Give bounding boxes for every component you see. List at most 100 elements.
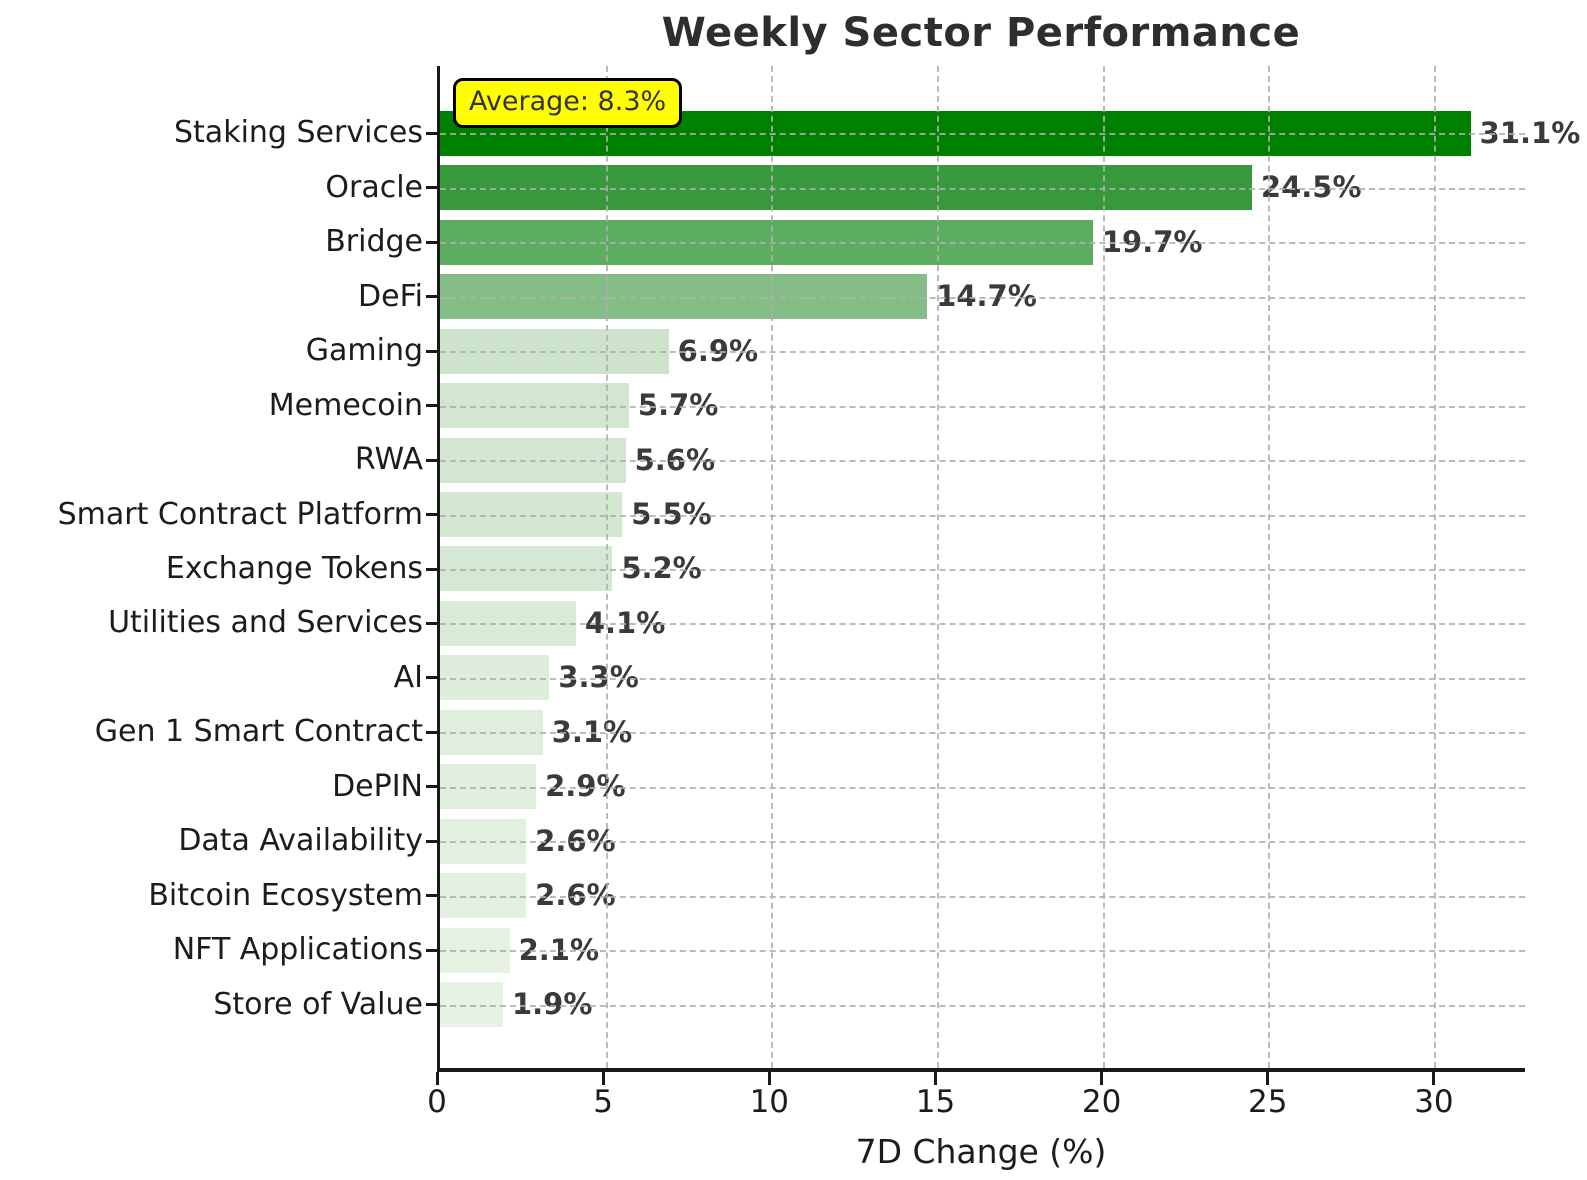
category-label: Smart Contract Platform (57, 496, 423, 532)
x-tick-label: 25 (1248, 1084, 1288, 1120)
bar-bridge (440, 219, 1093, 265)
bar-defi (440, 274, 928, 320)
bar-row: 1.9% (440, 978, 1525, 1032)
bar-value-label: 3.1% (551, 714, 633, 749)
bar-value-label: 19.7% (1101, 224, 1203, 259)
bar-value-label: 3.3% (558, 660, 639, 695)
bar-value-label: 31.1% (1479, 115, 1581, 150)
x-tick-mark (767, 1072, 771, 1085)
y-tick-mark (426, 131, 437, 135)
bars-layer: 31.1% 24.5% 19.7% 14.7% 6.9% 5.7% 5.6% 5.5% 5.2%… (440, 66, 1580, 1068)
bar-value-label: 2.9% (545, 769, 626, 804)
bar-value-label: 5.2% (621, 551, 702, 586)
x-tick-label: 10 (749, 1084, 790, 1120)
bar-utilities-and-services (440, 600, 576, 646)
x-tick-label: 30 (1414, 1084, 1454, 1120)
x-tick-label: 20 (1081, 1084, 1122, 1120)
bar-ai (440, 655, 550, 701)
bar-value-label: 1.9% (511, 987, 593, 1022)
bar-value-label: 5.5% (631, 497, 712, 532)
bar-row: 5.2% (440, 542, 1525, 596)
y-tick-mark (426, 513, 437, 517)
bar-value-label: 4.1% (584, 605, 666, 640)
y-axis-labels: Staking Services Oracle Bridge DeFi Gaming Me… (0, 66, 423, 1072)
category-label: Gaming (305, 333, 423, 369)
bar-row: 14.7% (440, 269, 1525, 323)
x-tick-label: 15 (915, 1084, 956, 1120)
x-tick-mark (601, 1072, 605, 1085)
bar-row: 2.6% (440, 814, 1525, 868)
bar-oracle (440, 165, 1252, 211)
average-annotation: Average: 8.3% (453, 78, 683, 129)
bar-row: 5.7% (440, 378, 1525, 432)
bar-row: 19.7% (440, 215, 1525, 269)
y-tick-mark (426, 948, 437, 952)
x-tick-mark (435, 1072, 439, 1085)
bar-depin (440, 764, 537, 810)
bar-nft-applications (440, 927, 510, 973)
category-label: DePIN (332, 768, 423, 804)
category-label: DeFi (358, 278, 423, 314)
bar-data-availability (440, 818, 527, 864)
category-label: Utilities and Services (108, 605, 423, 641)
bar-row: 2.1% (440, 923, 1525, 977)
bar-value-label: 14.7% (936, 279, 1037, 314)
x-tick-mark (1432, 1072, 1436, 1085)
y-tick-mark (426, 839, 437, 843)
bar-gaming (440, 328, 669, 374)
bar-row: 5.5% (440, 487, 1525, 541)
y-tick-mark (426, 349, 437, 353)
category-label: RWA (354, 442, 423, 478)
category-label: Data Availability (178, 823, 423, 859)
x-axis-label: 7D Change (%) (855, 1132, 1107, 1171)
bar-value-label: 2.6% (535, 878, 616, 913)
plot-area: 31.1% 24.5% 19.7% 14.7% 6.9% 5.7% 5.6% 5.5% 5.2%… (437, 66, 1580, 1072)
bar-value-label: 5.6% (634, 442, 716, 477)
category-label: Exchange Tokens (165, 551, 423, 586)
bar-row: 2.6% (440, 869, 1525, 923)
y-tick-mark (426, 567, 437, 571)
bar-row: 3.3% (440, 651, 1525, 705)
y-tick-mark (426, 186, 437, 190)
bar-exchange-tokens (440, 546, 613, 592)
y-tick-mark (426, 458, 437, 462)
bar-gen-1-smart-contract (440, 709, 543, 755)
y-tick-mark (426, 404, 437, 408)
bar-row: 4.1% (440, 596, 1525, 650)
category-label: Bridge (325, 224, 423, 260)
y-tick-mark (426, 295, 437, 299)
y-tick-mark (426, 676, 437, 680)
x-tick-mark (1266, 1072, 1270, 1085)
bar-store-of-value (440, 982, 503, 1028)
category-label: Memecoin (268, 387, 423, 423)
x-tick-label: 0 (427, 1084, 447, 1120)
y-tick-mark (426, 730, 437, 734)
y-tick-mark (426, 785, 437, 789)
category-label: Store of Value (213, 986, 423, 1022)
chart-title: Weekly Sector Performance (661, 10, 1301, 56)
y-tick-mark (426, 621, 437, 625)
bar-smart-contract-platform (440, 492, 623, 538)
y-tick-mark (426, 240, 437, 244)
category-label: Gen 1 Smart Contract (94, 714, 423, 750)
bar-row: 3.1% (440, 705, 1525, 759)
bar-row: 24.5% (440, 160, 1525, 214)
bar-row: 2.9% (440, 760, 1525, 814)
category-label: Oracle (325, 169, 423, 205)
category-label: AI (393, 659, 423, 695)
category-label: Bitcoin Ecosystem (148, 877, 423, 913)
bar-value-label: 5.7% (637, 388, 719, 423)
x-tick-mark (933, 1072, 937, 1085)
bar-row: 6.9% (440, 324, 1525, 378)
bar-rwa (440, 437, 626, 483)
bar-value-label: 24.5% (1260, 170, 1362, 205)
category-label: Staking Services (174, 115, 423, 151)
bar-row: 5.6% (440, 433, 1525, 487)
bar-value-label: 2.6% (535, 823, 616, 858)
x-tick-mark (1100, 1072, 1104, 1085)
bar-bitcoin-ecosystem (440, 873, 527, 919)
bar-value-label: 2.1% (518, 932, 600, 967)
bar-value-label: 6.9% (677, 333, 759, 368)
bar-memecoin (440, 383, 629, 429)
